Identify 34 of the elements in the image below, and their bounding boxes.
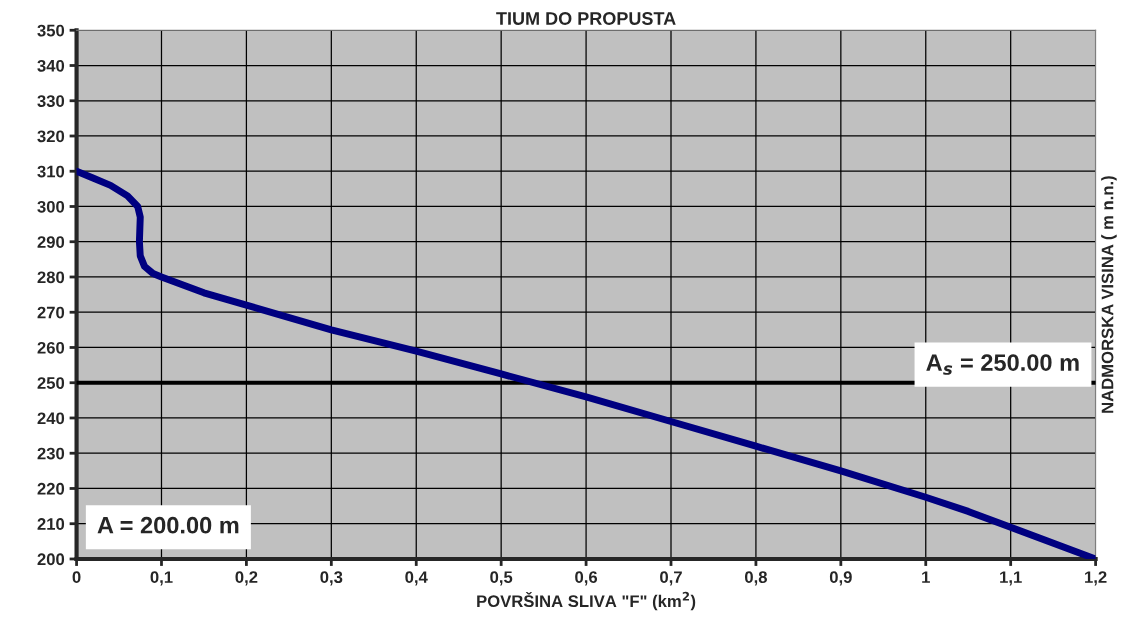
- y-tick-label: 280: [37, 271, 65, 284]
- y-tick-label: 250: [37, 377, 65, 389]
- y-tick-label: 210: [37, 518, 65, 530]
- x-tick-label: 0,5: [490, 571, 513, 586]
- ref-line-label: A$_{s}$ = 250.00 m: [926, 354, 1079, 375]
- y-tick-label: 240: [37, 412, 65, 425]
- y-tick-label: 220: [37, 482, 65, 495]
- y-tick-label: 260: [37, 341, 65, 354]
- x-tick-label: 0,6: [575, 571, 598, 586]
- y-tick-label: 300: [37, 200, 65, 213]
- x-tick-label: 1,2: [1085, 571, 1107, 586]
- y-tick-label: 290: [37, 236, 65, 248]
- annotation: A = 200.00 m: [97, 516, 239, 534]
- x-tick-label: 0,8: [745, 571, 767, 586]
- y-tick-label: 320: [37, 130, 65, 143]
- x-tick-label: 1,1: [1000, 571, 1022, 586]
- y-tick-label: 230: [37, 447, 65, 460]
- y-axis-title: NADMORSKA VISINA ( m n.n.): [1101, 176, 1117, 413]
- chart-title: TIUM DO PROPUSTA: [496, 12, 676, 25]
- y-tick-label: 350: [37, 24, 65, 37]
- y-tick-label: 200: [37, 553, 65, 566]
- x-tick-label: 0,9: [829, 571, 852, 586]
- x-tick-label: 0,2: [235, 571, 258, 586]
- x-tick-label: 0,7: [660, 571, 682, 586]
- y-tick-label: 270: [37, 306, 65, 319]
- x-tick-label: 0,1: [150, 571, 173, 586]
- y-tick-label: 340: [37, 59, 65, 72]
- x-tick-label: 0,3: [320, 571, 343, 586]
- x-axis-title: POVRŠINA SLIVA "F" (km$^{2}$): [477, 591, 696, 611]
- x-tick-label: 0: [72, 571, 81, 584]
- y-tick-label: 310: [37, 165, 65, 178]
- y-tick-label: 330: [37, 95, 65, 107]
- x-tick-label: 0,4: [405, 571, 428, 586]
- x-tick-label: 1: [922, 571, 930, 583]
